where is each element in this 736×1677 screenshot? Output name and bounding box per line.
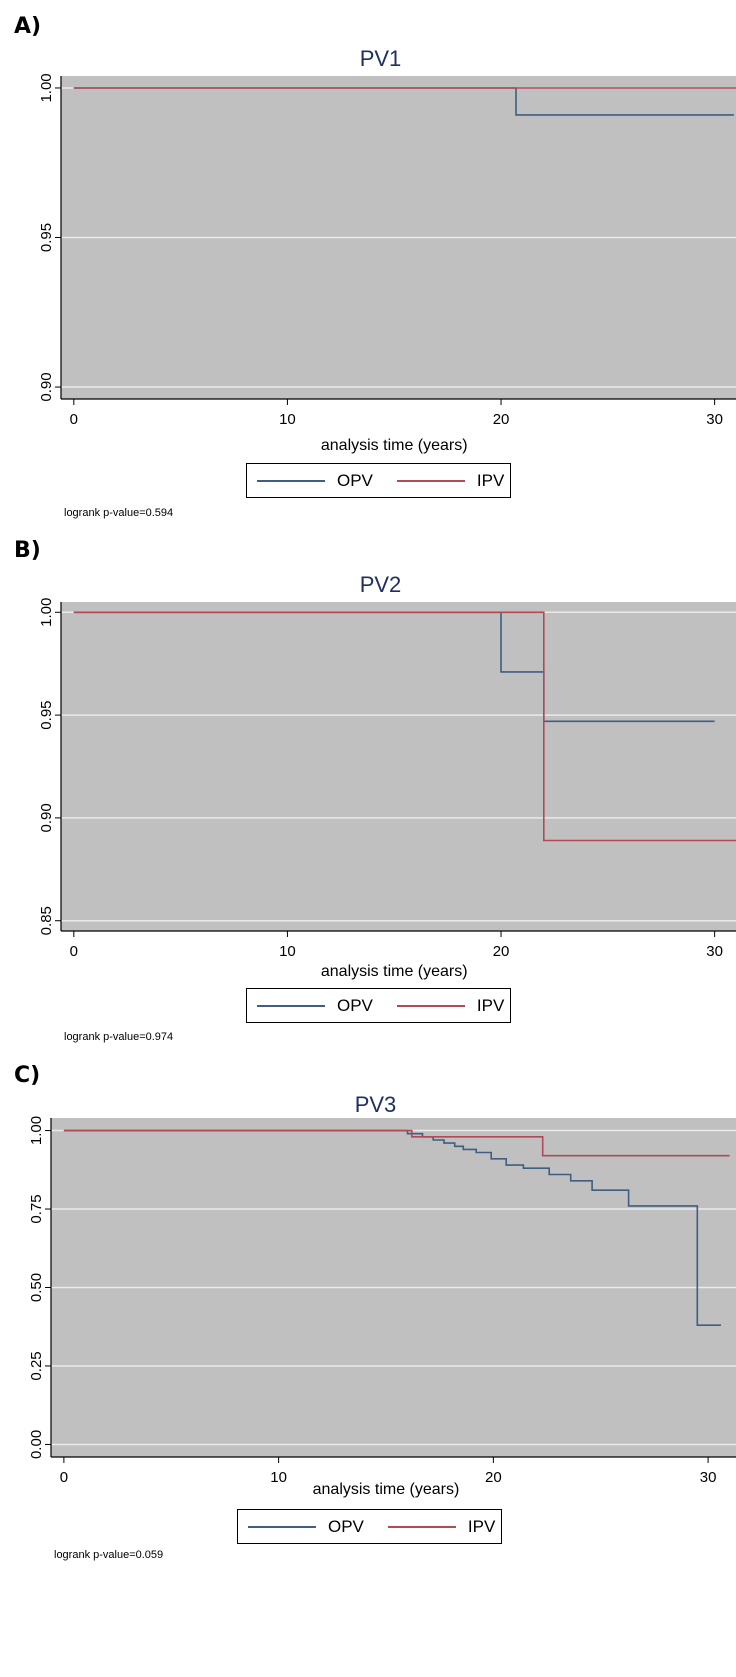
y-tick-label: 0.95 [38, 223, 55, 252]
x-axis-label: analysis time (years) [313, 1481, 460, 1498]
legend-label-ipv: IPV [476, 470, 505, 490]
legend-label-opv: OPV [337, 995, 373, 1015]
pvalue-b: logrank p-value=0.974 [64, 1031, 174, 1043]
x-tick-label: 20 [485, 1469, 502, 1486]
x-tick-label: 10 [270, 1469, 287, 1486]
pvalue-a: logrank p-value=0.594 [64, 507, 174, 519]
legend-b: OPV IPV [246, 988, 511, 1023]
y-tick-label: 1.00 [38, 598, 55, 627]
x-tick-label: 10 [279, 943, 296, 960]
y-tick-label: 0.00 [28, 1430, 45, 1459]
legend-item-opv: OPV [238, 1517, 364, 1537]
chart-title: PV2 [360, 572, 402, 597]
legend-item-ipv: IPV [364, 1517, 495, 1537]
y-tick-label: 0.90 [38, 803, 55, 832]
legend-item-opv: OPV [247, 471, 373, 491]
x-tick-label: 10 [279, 411, 296, 428]
legend-swatch-ipv [396, 479, 465, 482]
pvalue-c: logrank p-value=0.059 [54, 1549, 164, 1561]
legend-swatch-ipv [387, 1525, 456, 1528]
legend-swatch-opv [248, 1525, 316, 1528]
legend-label-opv: OPV [328, 1516, 364, 1536]
y-tick-label: 0.75 [28, 1194, 45, 1223]
legend-a: OPV IPV [246, 463, 511, 498]
series-line-ipv [63, 1129, 730, 1157]
y-tick-label: 0.90 [38, 372, 55, 401]
x-axis-label: analysis time (years) [321, 963, 468, 980]
legend-item-ipv: IPV [373, 996, 504, 1016]
y-tick-label: 0.95 [38, 700, 55, 729]
panel-label-a: A) [14, 14, 42, 39]
x-tick-label: 0 [70, 943, 78, 960]
panel-label-c: C) [14, 1063, 41, 1088]
plot-area [61, 602, 736, 931]
x-axis-label: analysis time (years) [321, 437, 468, 454]
legend-item-opv: OPV [247, 996, 373, 1016]
y-tick-label: 0.85 [38, 906, 55, 935]
legend-swatch-opv [257, 479, 325, 482]
legend-label-ipv: IPV [467, 1516, 496, 1536]
chart-title: PV3 [355, 1092, 397, 1117]
legend-swatch-opv [257, 1004, 325, 1007]
legend-swatch-ipv [396, 1004, 465, 1007]
legend-c: OPV IPV [237, 1509, 502, 1544]
panel-label-b: B) [14, 538, 41, 563]
x-tick-label: 30 [706, 411, 723, 428]
x-tick-label: 0 [70, 411, 78, 428]
x-tick-label: 30 [700, 1469, 717, 1486]
chart-title: PV1 [360, 46, 402, 71]
series-line-ipv [73, 611, 736, 842]
x-tick-label: 20 [493, 411, 510, 428]
pv2-chart: PV2 0.85 0.90 0.95 1.00 0 10 20 30 analysis time … [38, 572, 736, 980]
legend-item-ipv: IPV [373, 471, 504, 491]
x-tick-label: 0 [60, 1469, 68, 1486]
y-tick-label: 0.50 [28, 1273, 45, 1302]
legend-label-ipv: IPV [476, 995, 505, 1015]
x-tick-label: 30 [706, 943, 723, 960]
legend-label-opv: OPV [337, 470, 373, 490]
x-tick-label: 20 [493, 943, 510, 960]
y-tick-label: 1.00 [38, 73, 55, 102]
pv1-chart: PV1 0.90 0.95 1.00 0 10 20 30 analysis time (yea… [38, 46, 736, 454]
y-tick-label: 0.25 [28, 1351, 45, 1380]
y-tick-label: 1.00 [28, 1116, 45, 1145]
pv3-chart: PV3 0.00 0.25 0.50 0.75 1.00 0 10 20 30 analysis t… [28, 1092, 736, 1498]
